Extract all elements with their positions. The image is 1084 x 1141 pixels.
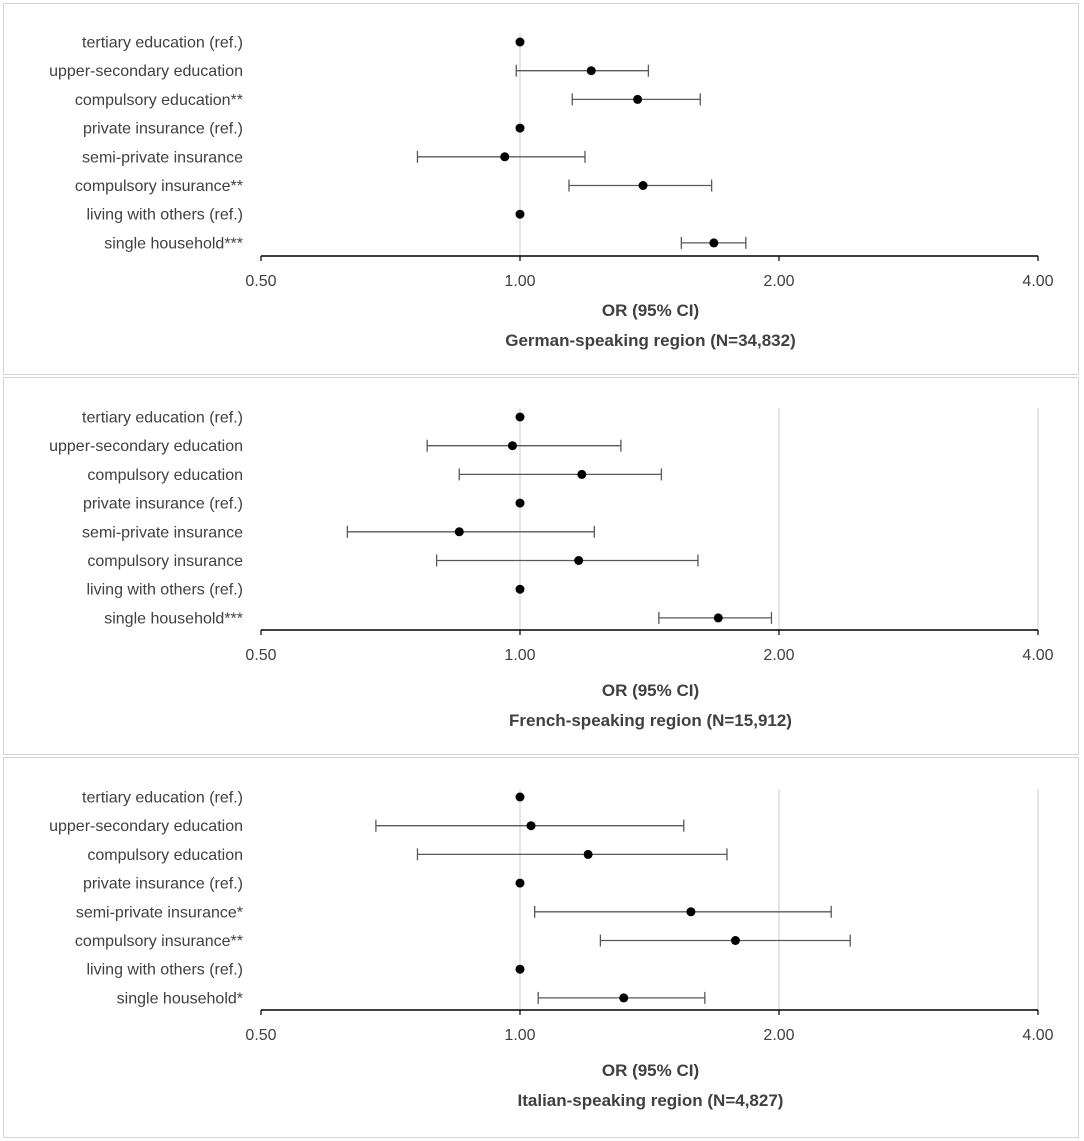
row-label: upper-secondary education	[49, 818, 243, 835]
or-point	[713, 613, 723, 623]
x-tick-label: 4.00	[1022, 273, 1053, 290]
row-label: single household***	[104, 235, 243, 252]
or-point	[583, 849, 593, 859]
or-point	[619, 993, 629, 1003]
x-tick-label: 1.00	[504, 273, 535, 290]
row-label: compulsory insurance**	[75, 933, 243, 950]
forest-plot-french: 0.50 1.00 2.00 4.00 OR (95% CI) French-speaki…	[49, 408, 1054, 730]
chart-title: Italian-speaking region (N=4,827)	[518, 1091, 784, 1110]
forest-plot-italian: 0.50 1.00 2.00 4.00 OR (95% CI) Italian-speak…	[49, 789, 1054, 1110]
or-point	[515, 584, 525, 594]
chart-title: German-speaking region (N=34,832)	[505, 331, 796, 350]
forest-panel-french: 0.50 1.00 2.00 4.00 OR (95% CI) French-speaki…	[3, 377, 1079, 755]
or-point	[730, 936, 740, 945]
row-label: single household***	[104, 610, 243, 627]
x-tick-label: 2.00	[763, 1027, 794, 1044]
row-label: upper-secondary education	[49, 438, 243, 455]
x-tick-label: 1.00	[504, 647, 535, 664]
or-point	[577, 469, 587, 479]
row-label: tertiary education (ref.)	[82, 790, 243, 807]
forest-plot-german: 0.50 1.00 2.00 4.00 OR (95% CI) German-speaki…	[49, 33, 1054, 350]
or-point	[586, 66, 596, 76]
row-label: tertiary education (ref.)	[82, 35, 243, 52]
or-point	[709, 238, 719, 248]
row-label: private insurance (ref.)	[83, 876, 243, 893]
or-point	[454, 527, 464, 537]
row-label: compulsory insurance**	[75, 178, 243, 195]
or-point	[515, 412, 525, 422]
x-tick-label: 0.50	[245, 1027, 276, 1044]
row-label: private insurance (ref.)	[83, 496, 243, 513]
or-point	[686, 907, 696, 917]
x-axis-title: OR (95% CI)	[602, 1061, 699, 1080]
or-point	[526, 821, 536, 831]
or-point	[507, 441, 517, 451]
x-tick-label: 1.00	[504, 1027, 535, 1044]
row-label: semi-private insurance*	[76, 904, 243, 921]
or-point	[515, 498, 525, 508]
row-label: compulsory education**	[75, 92, 243, 109]
row-label: compulsory insurance	[87, 553, 243, 570]
or-point	[515, 209, 525, 219]
x-tick-label: 0.50	[245, 273, 276, 290]
row-label: living with others (ref.)	[87, 962, 244, 979]
row-label: single household*	[117, 990, 243, 1007]
row-label: tertiary education (ref.)	[82, 410, 243, 427]
x-tick-label: 4.00	[1022, 1027, 1053, 1044]
x-tick-label: 0.50	[245, 647, 276, 664]
or-point	[515, 792, 525, 802]
or-point	[574, 556, 584, 565]
x-tick-label: 2.00	[763, 647, 794, 664]
row-label: living with others (ref.)	[87, 582, 244, 599]
row-label: private insurance (ref.)	[83, 121, 243, 138]
row-label: compulsory education	[87, 847, 243, 864]
or-point	[515, 964, 525, 974]
or-point	[500, 152, 510, 162]
chart-title: French-speaking region (N=15,912)	[509, 711, 792, 730]
row-label: compulsory education	[87, 467, 243, 484]
or-point	[515, 37, 525, 47]
or-point	[515, 123, 525, 133]
x-tick-label: 4.00	[1022, 647, 1053, 664]
row-label: living with others (ref.)	[87, 207, 244, 224]
or-point	[515, 878, 525, 888]
x-axis-title: OR (95% CI)	[602, 681, 699, 700]
x-axis-title: OR (95% CI)	[602, 301, 699, 320]
forest-panel-german: 0.50 1.00 2.00 4.00 OR (95% CI) German-speaki…	[3, 3, 1079, 375]
row-label: semi-private insurance	[82, 524, 243, 541]
x-tick-label: 2.00	[763, 273, 794, 290]
forest-panel-italian: 0.50 1.00 2.00 4.00 OR (95% CI) Italian-speak…	[3, 757, 1079, 1138]
or-point	[638, 181, 648, 190]
or-point	[633, 94, 643, 104]
row-label: upper-secondary education	[49, 63, 243, 80]
row-label: semi-private insurance	[82, 149, 243, 166]
